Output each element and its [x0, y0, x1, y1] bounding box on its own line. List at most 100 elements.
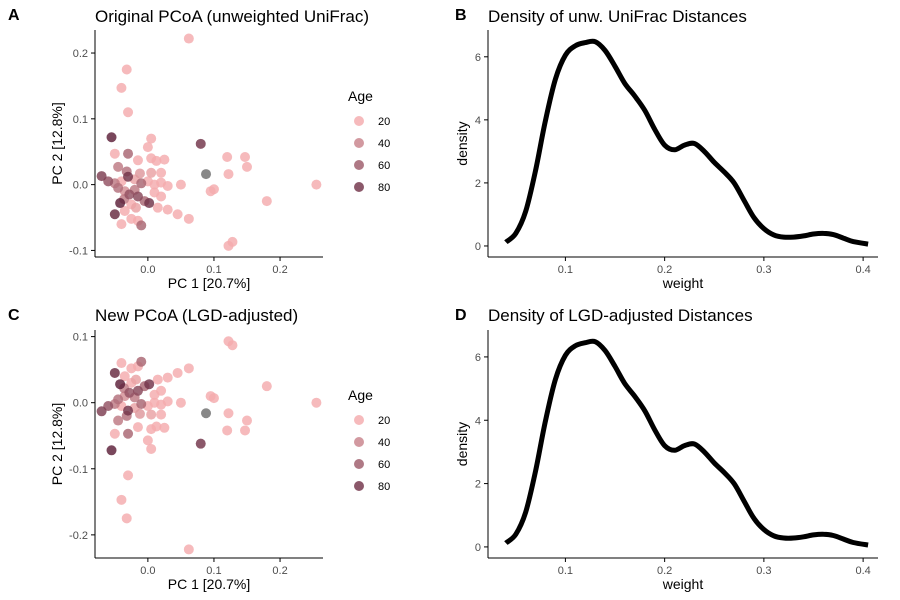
y-tick-label-a: 0.1 [73, 114, 88, 126]
legend-label-c: 60 [378, 459, 390, 471]
scatter-point-c [183, 544, 194, 555]
y-tick-label-c: 0.1 [73, 332, 88, 344]
x-tick-label-d: 0.1 [558, 565, 573, 577]
scatter-point-c [183, 363, 194, 374]
y-tick-label-b: 0 [475, 241, 481, 253]
y-tick-label-d: 6 [475, 352, 481, 364]
scatter-point-a [124, 189, 135, 200]
scatter-point-a [223, 169, 234, 180]
scatter-point-c [106, 445, 117, 456]
y-tick-label-a: 0.0 [73, 180, 88, 192]
x-tick-label-c: 0.1 [206, 565, 221, 577]
legend-title-c: Age [348, 387, 373, 403]
scatter-point-c [242, 415, 252, 426]
y-tick-label-d: 2 [475, 479, 481, 491]
panel-tag-c: C [8, 307, 20, 324]
scatter-point-a [222, 151, 233, 162]
scatter-point-c [119, 371, 130, 382]
x-axis-label-b: weight [662, 275, 704, 291]
x-tick-label-c: 0.0 [140, 565, 155, 577]
scatter-point-a [142, 142, 153, 153]
scatter-point-a [144, 198, 155, 209]
panel-tag-a: A [8, 7, 20, 24]
scatter-point-a [130, 202, 141, 213]
scatter-point-a [136, 178, 147, 189]
panel-c: C New PCoA (LGD-adjusted) 0.0 0.1 0.2 -0.2 -… [8, 306, 390, 592]
scatter-point-a [134, 168, 145, 179]
scatter-point-a [195, 138, 206, 149]
legend-title-a: Age [348, 88, 373, 104]
x-tick-label-b: 0.4 [855, 264, 870, 276]
x-tick-label-d: 0.2 [657, 565, 672, 577]
scatter-point-c [222, 425, 233, 436]
scatter-point-c [109, 367, 120, 378]
legend-key-c [354, 481, 364, 491]
scatter-point-c [156, 409, 167, 420]
density-plot-b: 0.1 0.2 0.3 0.4 0 2 4 6 weight density [454, 30, 878, 291]
x-tick-label-d: 0.3 [756, 565, 771, 577]
scatter-point-a [183, 213, 194, 224]
scatter-point-c [172, 367, 183, 378]
panel-title-c: New PCoA (LGD-adjusted) [95, 306, 298, 325]
scatter-point-a [201, 169, 212, 180]
scatter-point-c [151, 421, 162, 432]
y-tick-label-c: 0.0 [73, 398, 88, 410]
y-tick-label-a: 0.2 [73, 48, 88, 60]
x-tick-label-a: 0.0 [140, 264, 155, 276]
panel-title-d: Density of LGD-adjusted Distances [488, 306, 753, 325]
x-tick-label-d: 0.4 [855, 565, 870, 577]
legend-key-c [354, 415, 364, 425]
legend-key-a [354, 116, 364, 126]
scatter-point-a [151, 155, 162, 166]
scatter-point-a [132, 155, 143, 166]
scatter-point-c [121, 513, 132, 524]
y-axis-label-c: PC 2 [12.8%] [49, 403, 65, 486]
y-tick-label-c: -0.1 [69, 464, 88, 476]
scatter-point-c [311, 397, 322, 408]
scatter-point-a [240, 151, 251, 162]
scatter-point-c [96, 406, 107, 417]
scatter-point-a [162, 180, 173, 191]
scatter-point-a [109, 148, 120, 159]
scatter-point-c [162, 372, 173, 383]
scatter-point-a [261, 196, 272, 207]
scatter-point-a [183, 33, 194, 44]
scatter-point-a [208, 184, 219, 195]
scatter-point-c [130, 374, 141, 385]
scatter-point-a [156, 191, 167, 202]
scatter-point-a [123, 107, 134, 118]
scatter-point-c [136, 356, 147, 367]
y-tick-label-d: 4 [475, 415, 481, 427]
scatter-point-c [152, 374, 163, 385]
scatter-point-c [124, 387, 135, 398]
density-curve-d [504, 338, 869, 548]
scatter-point-a [162, 204, 173, 215]
scatter-point-c [116, 358, 127, 369]
panel-title-a: Original PCoA (unweighted UniFrac) [95, 7, 369, 26]
scatter-point-a [136, 220, 147, 231]
y-axis-label-a: PC 2 [12.8%] [49, 102, 65, 185]
y-axis-label-b: density [454, 121, 470, 165]
scatter-point-c [223, 408, 234, 419]
scatter-point-c [134, 408, 145, 419]
scatter-point-c [201, 408, 212, 419]
scatter-point-a [113, 161, 124, 172]
x-tick-label-b: 0.2 [657, 264, 672, 276]
legend-label-a: 80 [378, 182, 390, 194]
scatter-point-a [146, 133, 157, 144]
scatter-point-a [311, 179, 322, 190]
scatter-point-c [136, 399, 147, 410]
x-tick-label-b: 0.3 [756, 264, 771, 276]
legend-label-c: 80 [378, 481, 390, 493]
scatter-point-c [132, 385, 143, 396]
x-axis-label-c: PC 1 [20.7%] [168, 576, 251, 592]
scatter-point-c [109, 428, 120, 439]
x-tick-label-b: 0.1 [558, 264, 573, 276]
density-plot-d: 0.1 0.2 0.3 0.4 0 2 4 6 weight density [454, 330, 878, 592]
scatter-point-c [162, 396, 173, 407]
x-axis-label-a: PC 1 [20.7%] [168, 275, 251, 291]
legend-key-c [354, 437, 364, 447]
scatter-point-c [144, 379, 155, 390]
scatter-point-a [116, 219, 127, 230]
legend-key-a [354, 182, 364, 192]
